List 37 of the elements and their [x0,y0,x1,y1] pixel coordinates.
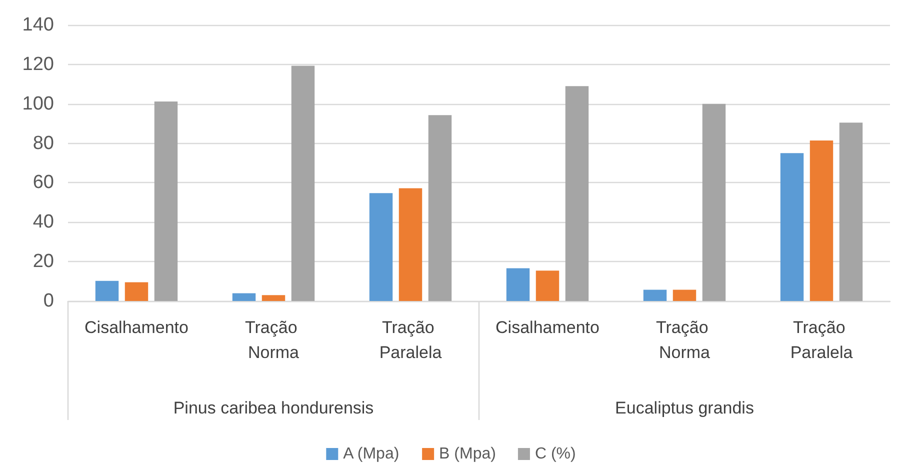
legend-label: B (Mpa) [439,446,496,462]
bar [536,270,560,301]
x-tick-label: Tração Paralela [790,318,854,362]
y-tick-label: 20 [32,251,54,272]
bar [780,153,804,301]
text: Pinus caribea hondurensis [173,398,374,418]
bar [839,122,863,301]
bar [291,66,315,301]
bar [154,101,178,301]
bar [506,268,530,301]
bar [262,295,286,301]
bar [702,104,726,301]
bar [643,290,667,301]
x-tick-label: Cisalhamento [496,318,600,337]
y-tick-label: 120 [22,54,54,75]
legend-label: C (%) [534,446,576,462]
y-tick-label: 140 [22,14,54,36]
bar [232,293,256,301]
bar [428,115,452,301]
bar [124,282,148,301]
y-tick-label: 100 [22,93,54,114]
y-tick-label: 0 [43,290,54,312]
x-tick-label: Tração Norma [244,318,302,362]
bar [95,280,119,301]
bar [398,188,422,301]
bar [672,290,696,301]
x-tick-label: Tração Norma [656,318,714,362]
bar [565,86,589,301]
legend-label: A (Mpa) [343,446,400,462]
bar [810,140,834,301]
x-tick-label: Cisalhamento [84,318,188,337]
bar [369,193,393,301]
y-tick-label: 40 [32,212,54,233]
y-tick-label: 80 [32,132,54,154]
y-tick-label: 60 [32,172,54,194]
text: Eucaliptus grandis [615,398,754,418]
x-tick-label: Tração Paralela [379,318,442,362]
